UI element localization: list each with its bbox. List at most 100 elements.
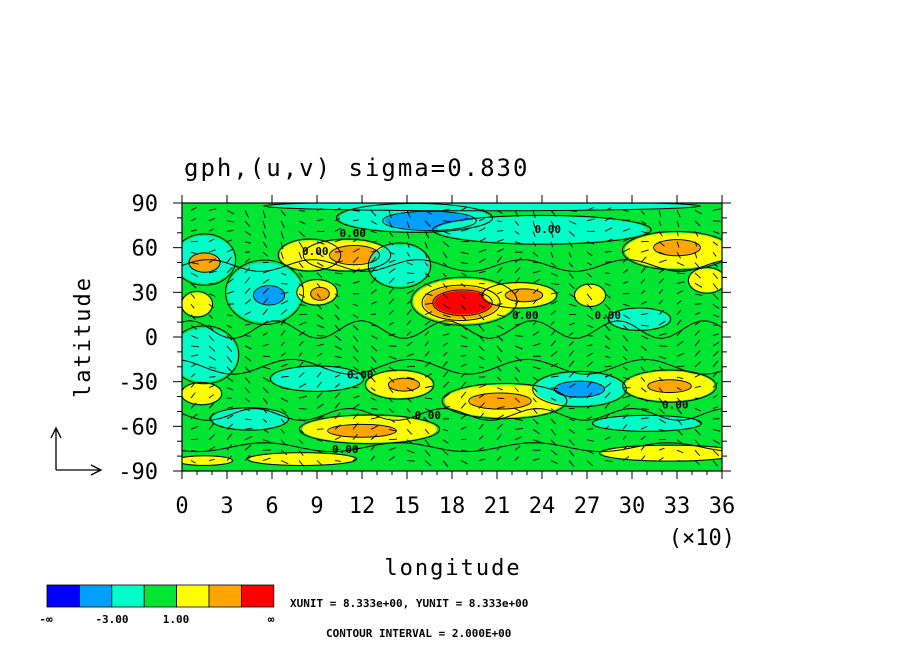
- wind-vector-220: [334, 412, 341, 420]
- wind-vector-395: [460, 414, 467, 420]
- contour-line-26: [364, 369, 435, 400]
- wind-vector-77: [244, 230, 252, 236]
- wind-vector-570: [586, 416, 593, 420]
- wind-vector-116: [262, 376, 270, 383]
- wind-vector-185: [316, 314, 324, 320]
- wind-vector-83: [244, 287, 251, 295]
- wind-vector-289: [388, 355, 397, 360]
- wind-vector-330: [424, 262, 429, 267]
- y-tick-label-5: -60: [118, 415, 158, 440]
- wind-vector-586: [604, 324, 611, 332]
- wind-vector-418: [478, 393, 486, 399]
- wind-vector-391: [460, 372, 467, 378]
- wind-vector-81: [244, 267, 251, 274]
- contour-line-23: [653, 239, 701, 257]
- field-region-19: [506, 289, 542, 302]
- wind-vector-254: [370, 249, 378, 253]
- wind-vector-60: [226, 314, 233, 317]
- wind-vector-451: [514, 220, 520, 226]
- wind-vector-436: [496, 324, 504, 330]
- wind-vector-227: [352, 228, 359, 232]
- wind-vector-521: [550, 429, 557, 436]
- wind-vector-100: [262, 210, 266, 218]
- wind-vector-400: [478, 208, 485, 211]
- contour-label-4: 0.00: [595, 309, 622, 322]
- wind-vector-98: [244, 444, 252, 451]
- wind-vector-694: [676, 408, 683, 415]
- wind-vector-203: [334, 238, 343, 243]
- wind-vector-409: [478, 303, 485, 309]
- wind-vector-132: [280, 282, 288, 285]
- wind-vector-388: [460, 345, 468, 348]
- wind-vector-71: [226, 423, 234, 430]
- wind-vector-35: [208, 314, 214, 319]
- wind-vector-553: [586, 241, 595, 245]
- wind-vector-258: [370, 289, 377, 295]
- wind-vector-296: [388, 428, 397, 432]
- contour-line-8: [302, 238, 392, 272]
- wind-vector-345: [424, 418, 430, 423]
- wind-vector-680: [676, 262, 685, 267]
- wind-vector-163: [298, 341, 304, 347]
- wind-vector-150: [298, 209, 306, 212]
- wind-vectors: [190, 206, 721, 467]
- wind-vector-143: [280, 397, 288, 403]
- wind-vector-223: [334, 448, 341, 451]
- wind-vector-398: [460, 449, 468, 452]
- wind-vector-131: [280, 272, 287, 276]
- wind-vector-520: [550, 418, 556, 425]
- wind-vector-380: [460, 262, 468, 265]
- wind-vector-349: [424, 460, 432, 467]
- wind-vector-139: [280, 352, 287, 357]
- wind-vector-669: [658, 408, 665, 415]
- field-region-4: [182, 292, 212, 317]
- wind-vector-147: [280, 439, 286, 445]
- contour-line-13: [382, 210, 477, 232]
- field-region-25: [609, 308, 670, 330]
- wind-vector-484: [532, 299, 538, 305]
- wind-vector-497: [532, 439, 541, 443]
- wind-vector-357: [442, 283, 448, 289]
- wind-vector-142: [280, 387, 289, 390]
- wind-vector-578: [604, 238, 613, 243]
- y-tick-label-0: 90: [132, 192, 159, 217]
- wind-vector-564: [586, 352, 593, 357]
- wind-vector-466: [514, 376, 520, 383]
- wind-vector-387: [460, 335, 468, 340]
- wind-vector-97: [244, 435, 253, 441]
- wind-vector-550: [586, 206, 594, 211]
- wind-vector-640: [640, 366, 645, 372]
- x-tick-label-7: 21: [484, 494, 511, 519]
- contour-line-40: [182, 455, 234, 466]
- contour-line-3: [182, 381, 223, 406]
- wind-vector-328: [424, 241, 428, 249]
- wind-vector-413: [478, 345, 485, 352]
- wind-vector-85: [244, 311, 252, 316]
- contour-line-32: [622, 369, 717, 403]
- wind-vector-401: [478, 218, 485, 222]
- wind-vector-259: [370, 301, 377, 305]
- wind-vector-341: [424, 373, 433, 378]
- colorbar-swatch-6: [240, 584, 275, 608]
- wind-vector-313: [406, 341, 413, 347]
- wind-vector-730: [712, 262, 719, 268]
- wind-vector-210: [334, 314, 340, 321]
- wind-vector-494: [532, 408, 538, 414]
- wind-vector-15: [190, 363, 198, 368]
- wind-vector-144: [280, 408, 287, 414]
- wind-vector-365: [442, 361, 448, 368]
- field-region-14: [369, 244, 430, 287]
- wind-vector-293: [388, 397, 393, 403]
- field-region-2: [182, 328, 238, 382]
- wind-vector-661: [658, 320, 666, 326]
- wind-vector-467: [514, 387, 519, 392]
- contour-line-33: [647, 379, 692, 394]
- wind-vector-507: [550, 282, 559, 286]
- wind-vector-572: [586, 439, 594, 442]
- wind-vector-503: [550, 241, 553, 248]
- wind-vector-41: [208, 376, 216, 378]
- contour-label-5: 0.00: [535, 223, 562, 236]
- wind-vector-488: [532, 343, 541, 347]
- field-region-27: [389, 378, 419, 391]
- wind-vector-120: [262, 418, 268, 423]
